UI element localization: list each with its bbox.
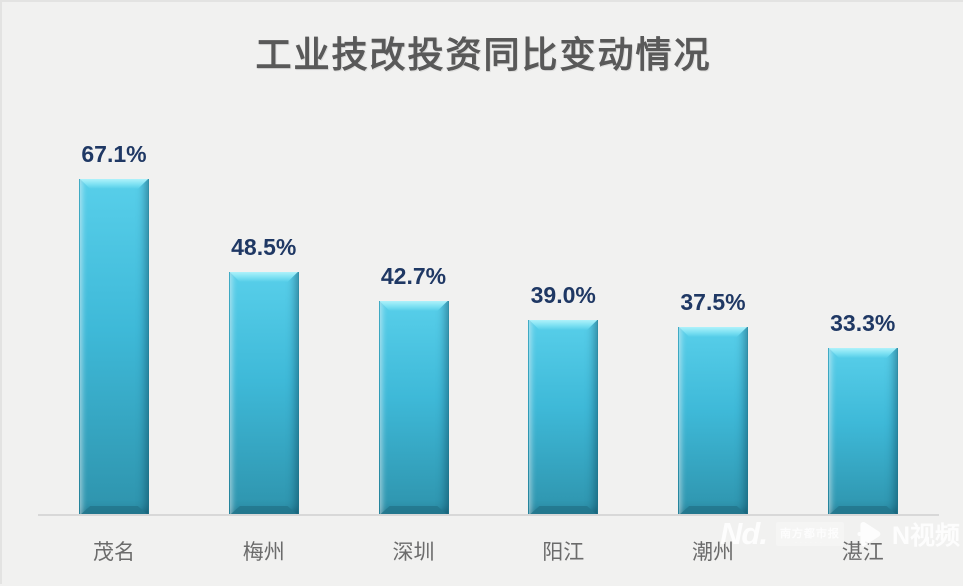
- value-label: 39.0%: [530, 282, 596, 308]
- bar-bottom-bevel: [80, 506, 148, 515]
- value-label: 33.3%: [830, 310, 896, 336]
- bar-top-bevel: [229, 272, 298, 282]
- bar: [678, 327, 748, 515]
- category-label: 湛江: [841, 541, 884, 564]
- bar-bottom-bevel: [229, 506, 298, 515]
- bar-top-bevel: [379, 301, 448, 311]
- bar: [79, 179, 149, 515]
- bar-bottom-bevel: [379, 506, 448, 515]
- bar: [827, 348, 898, 515]
- bar-top-bevel: [679, 327, 747, 337]
- category-label: 梅州: [242, 541, 285, 564]
- bar: [228, 272, 299, 515]
- value-label: 48.5%: [231, 234, 297, 260]
- bar: [378, 301, 449, 515]
- value-label: 67.1%: [81, 141, 147, 167]
- value-label: 42.7%: [380, 263, 447, 289]
- category-label: 潮州: [692, 541, 734, 564]
- bar-bottom-bevel: [828, 506, 897, 515]
- bar: [528, 320, 599, 515]
- category-label: 阳江: [542, 541, 585, 564]
- bar-top-bevel: [80, 179, 148, 189]
- baseline-axis: [38, 514, 939, 516]
- bar-bottom-bevel: [679, 506, 747, 515]
- chart-title: 工业技改投资同比变动情况: [255, 34, 712, 75]
- value-label: 37.5%: [680, 289, 746, 315]
- bar-top-bevel: [529, 320, 598, 330]
- bar-top-bevel: [828, 348, 897, 358]
- bar-bottom-bevel: [529, 506, 598, 515]
- category-label: 茂名: [93, 541, 135, 564]
- category-label: 深圳: [392, 541, 435, 564]
